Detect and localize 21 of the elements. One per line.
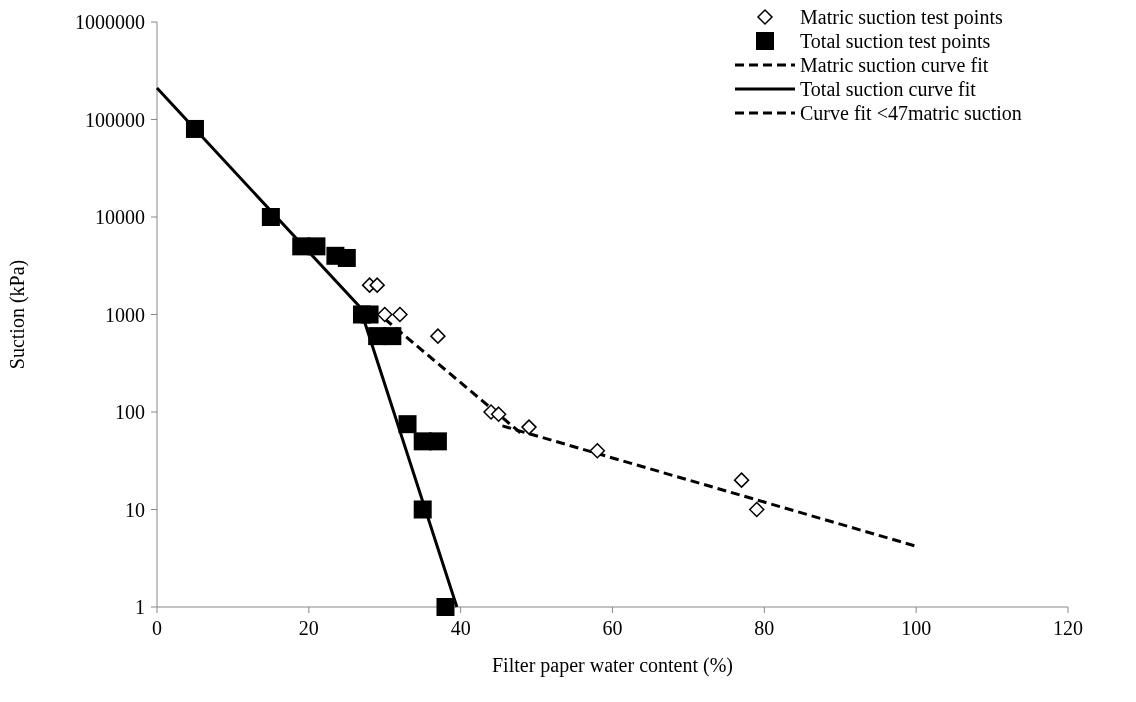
x-tick-label: 40 [450,617,471,639]
y-tick-label: 1000000 [75,11,145,33]
y-tick-label: 1000 [105,303,145,326]
legend-label: Matric suction curve fit [800,54,989,76]
y-tick-label: 10000 [95,206,145,228]
legend-label: Total suction test points [800,30,991,53]
x-tick-label: 120 [1053,617,1083,639]
x-tick-label: 0 [152,617,162,639]
y-tick-label: 100 [115,401,145,423]
x-tick-label: 20 [298,617,319,639]
y-tick-label: 100000 [85,108,145,131]
x-tick-label: 80 [754,617,775,639]
x-tick-label: 60 [602,617,623,639]
y-tick-label: 1 [135,596,145,618]
legend-label: Curve fit <47matric suction [800,102,1022,124]
legend-label: Total suction curve fit [800,78,977,100]
x-tick-label: 100 [901,617,932,639]
y-tick-label: 10 [125,498,145,521]
legend-label: Matric suction test points [800,6,1003,29]
y-axis-title: Suction (kPa) [6,259,29,370]
x-axis-title: Filter paper water content (%) [491,654,734,677]
